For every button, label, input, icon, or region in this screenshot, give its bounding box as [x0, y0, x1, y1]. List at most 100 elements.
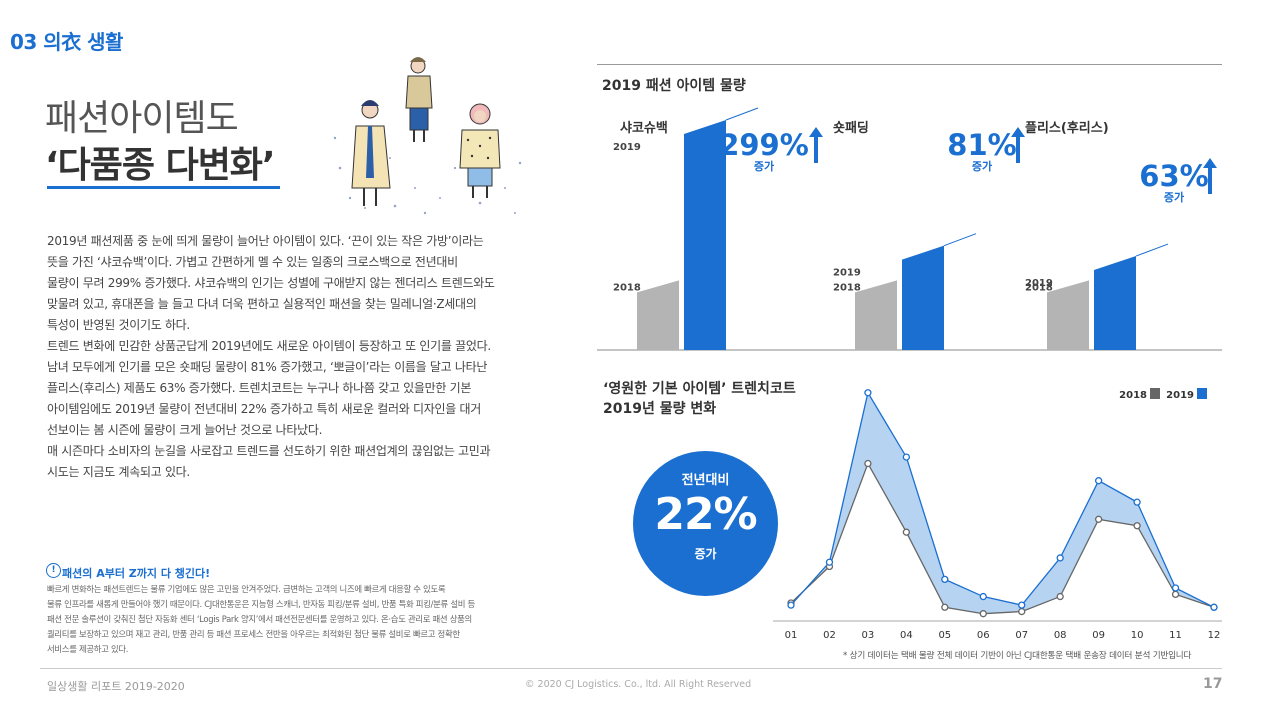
bar-label-2018: 2018: [613, 282, 641, 293]
bar-trend-line: [943, 233, 977, 247]
body-line: 맞물려 있고, 휴대폰을 늘 들고 다녀 더욱 편하고 실용적인 패션을 찾는 …: [47, 297, 477, 311]
bar-label-2019: 2019: [833, 268, 861, 279]
bar-change-value: 63%: [1139, 159, 1208, 193]
body-line: 선보이는 봄 시즌에 물량이 크게 늘어난 것으로 나타났다.: [47, 423, 323, 437]
headline-line1: 패션아이템도: [45, 98, 239, 139]
point-2019: [1094, 477, 1103, 485]
bar-label-2018: 2018: [833, 282, 861, 293]
bar-label-2018: 2018: [1025, 282, 1053, 293]
point-2019: [1056, 554, 1064, 562]
point-2018: [1094, 515, 1103, 523]
headline-underline: [47, 186, 280, 189]
highlight-top: 전년대비: [681, 473, 730, 488]
bar-change-value: 299%: [719, 128, 809, 162]
point-2019: [864, 389, 872, 397]
bar-trend-line: [725, 107, 759, 121]
x-tick-label: 01: [785, 630, 798, 641]
body-line: 매 시즌마다 소비자의 눈길을 사로잡고 트렌드를 선도하기 위한 패션업계의 …: [47, 444, 491, 458]
section-label: 03 의衣 생활: [10, 30, 123, 54]
series-line-2019: [790, 391, 1215, 608]
bar-change-label: 증가: [754, 159, 774, 173]
point-2019: [979, 592, 987, 601]
fashion-people-illustration: [333, 57, 522, 215]
line-chart-title: ‘영원한 기본 아이템’ 트렌치코트 2019년 물량 변화: [603, 379, 796, 419]
bar-chart-title: 2019 패션 아이템 물량: [602, 78, 746, 94]
x-tick-label: 10: [1131, 630, 1144, 641]
point-2018: [1171, 590, 1180, 599]
x-tick-label: 03: [862, 630, 875, 641]
highlight-circle: 전년대비 22% 증가: [633, 451, 778, 596]
line-chart-title-line2: 2019년 물량 변화: [603, 401, 717, 417]
bar-change-label: 증가: [972, 159, 992, 173]
point-2019: [825, 558, 834, 566]
point-2019: [787, 601, 795, 609]
bar-2019: [1094, 256, 1136, 350]
bar-group-label: 플리스(후리스): [1025, 120, 1109, 136]
legend-label-2018: 2018: [1119, 390, 1147, 401]
legend-swatch-2019: [1197, 388, 1207, 399]
body-line: 2019년 패션제품 중 눈에 띄게 물량이 늘어난 아이템이 있다. ‘끈이 …: [47, 234, 484, 248]
up-arrow-icon: [809, 127, 823, 137]
x-tick-label: 12: [1208, 630, 1221, 641]
x-tick-label: 06: [977, 630, 990, 641]
x-tick-label: 02: [823, 630, 836, 641]
x-tick-label: 07: [1015, 630, 1028, 641]
headline-line2: ‘다품종 다변화’: [45, 145, 276, 186]
line-chart: 01 02 03 04 05 06 07 08 09 10 11 12 2018 2019: [773, 388, 1222, 641]
bar-group-label: 샤코슈백: [620, 120, 668, 136]
body-line: 트렌드 변화에 민감한 상품군답게 2019년에도 새로운 아이템이 등장하고 …: [47, 339, 491, 353]
note-body: 빠르게 변화하는 패션트렌드는 물류 기업에도 많은 고민을 안겨주었다. 급변…: [47, 582, 547, 657]
up-arrow-icon: [1203, 158, 1217, 168]
x-tick-label: 08: [1054, 630, 1067, 641]
line-chart-title-line1: ‘영원한 기본 아이템’ 트렌치코트: [603, 381, 796, 397]
note-line: 물류 인프라를 새롭게 만들어야 했기 때문이다. CJ대한통운은 지능형 스캐…: [47, 599, 475, 609]
up-arrow-icon: [1011, 127, 1025, 137]
bar-group-label: 숏패딩: [833, 120, 869, 136]
point-2018: [941, 603, 949, 611]
bar-change-label: 증가: [1164, 190, 1184, 204]
top-rule: [597, 64, 1222, 65]
note-line: 퀄리티를 보장하고 있으며 재고 관리, 반품 관리 등 패션 프로세스 전반을…: [47, 629, 460, 639]
point-2019: [1171, 584, 1180, 592]
bar-label-2019: 2019: [1025, 278, 1053, 289]
legend-label-2019: 2019: [1166, 390, 1194, 401]
up-arrow-icon: [1208, 166, 1212, 194]
series-line-2018: [790, 461, 1215, 615]
legend-swatch-2018: [1150, 388, 1160, 399]
bar-label-2019: 2019: [613, 142, 641, 153]
footer-copyright: © 2020 CJ Logistics. Co., ltd. All Right…: [525, 679, 752, 690]
highlight-bottom: 증가: [694, 547, 717, 561]
bar-2019: [684, 120, 726, 350]
body-line: 플리스(후리스) 제품도 63% 증가했다. 트렌치코트는 누구나 하나쯤 갖고…: [47, 381, 472, 395]
body-line: 특성이 반영된 것이기도 하다.: [47, 318, 190, 332]
footer-title: 일상생활 리포트 2019-2020: [47, 680, 185, 693]
body-text: 2019년 패션제품 중 눈에 띄게 물량이 늘어난 아이템이 있다. ‘끈이 …: [47, 231, 547, 483]
point-2019: [1210, 603, 1218, 611]
gap-band: [791, 392, 1214, 614]
point-2019: [902, 453, 911, 461]
body-line: 뜻을 가진 ‘샤코슈백’이다. 가볍고 간편하게 멜 수 있는 일종의 크로스백…: [47, 255, 458, 269]
page-number: 17: [1203, 676, 1223, 692]
bar-2019: [902, 245, 944, 350]
x-tick-label: 11: [1169, 630, 1182, 641]
x-tick-label: 09: [1092, 630, 1105, 641]
bar-change-value: 81%: [947, 128, 1016, 162]
point-2018: [902, 528, 911, 536]
bar-2018: [1047, 280, 1089, 350]
x-tick-label: 04: [900, 630, 913, 641]
body-line: 남녀 모두에게 인기를 모은 숏패딩 물량이 81% 증가했고, ‘뽀글이’라는…: [47, 360, 488, 374]
footer-divider: [40, 668, 1222, 669]
point-2019: [1133, 498, 1141, 506]
headline: 패션아이템도 ‘다품종 다변화’: [45, 95, 276, 189]
point-2018: [1133, 522, 1141, 530]
bar-trend-line: [1135, 243, 1169, 257]
body-line: 물량이 무려 299% 증가했다. 샤코슈백의 인기는 성별에 구애받지 않는 …: [47, 276, 495, 290]
bar-2018: [855, 280, 897, 350]
body-line: 시도는 지금도 계속되고 있다.: [47, 465, 190, 479]
chart-footnote: * 상기 데이터는 택배 물량 전체 데이터 기반이 아닌 CJ대한통운 택배 …: [843, 651, 1192, 661]
note-line: 빠르게 변화하는 패션트렌드는 물류 기업에도 많은 고민을 안겨주었다. 급변…: [47, 584, 446, 594]
x-tick-label: 05: [938, 630, 951, 641]
bar-2018: [637, 280, 679, 350]
highlight-value: 22%: [654, 489, 757, 540]
